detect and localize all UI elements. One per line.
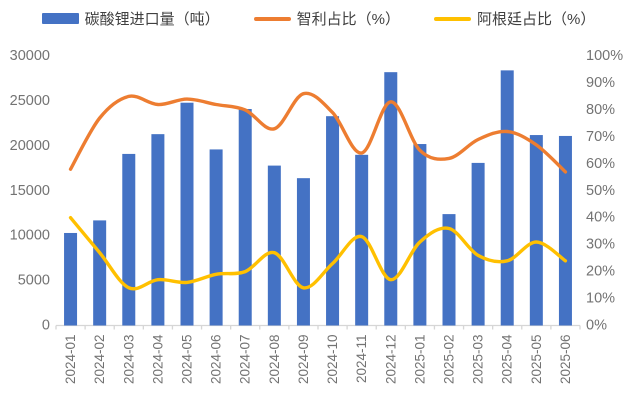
x-axis-category-label: 2025-03: [471, 334, 486, 384]
bar: [238, 109, 252, 326]
x-axis-category-label: 2024-08: [267, 335, 282, 385]
bar: [529, 135, 543, 326]
right-axis-tick-label: 50%: [586, 183, 615, 199]
bar: [384, 72, 398, 326]
bar: [558, 135, 572, 326]
chile-share-line: [68, 91, 568, 174]
legend-line-swatch-icon: [253, 16, 291, 21]
right-axis-tick-label: 100%: [586, 48, 623, 64]
bar: [151, 134, 165, 326]
bar: [355, 154, 369, 326]
left-axis-tick-label: 30000: [10, 48, 50, 64]
x-axis-category-label: 2024-03: [121, 335, 136, 385]
legend-bar-swatch-icon: [41, 13, 79, 24]
legend-label-imports: 碳酸锂进口量（吨）: [84, 11, 220, 28]
legend-label-argentina: 阿根廷占比（%）: [477, 11, 596, 28]
right-axis-tick-label: 20%: [586, 264, 615, 280]
x-axis-category-label: 2024-10: [325, 335, 340, 385]
right-axis-tick-label: 70%: [586, 129, 615, 145]
combo-chart: 0 5000 10000 15000 20000 25000 30000 0% 10% 20% 30…: [10, 48, 624, 385]
left-axis-tick-label: 20000: [10, 138, 50, 154]
right-axis-tick-label: 90%: [586, 75, 615, 91]
bar: [296, 178, 310, 326]
bar: [209, 149, 223, 326]
x-axis-category-label: 2025-04: [500, 334, 515, 384]
x-axis-category-label: 2024-09: [296, 335, 311, 385]
x-axis-category-label: 2025-01: [412, 335, 427, 385]
bar: [413, 144, 427, 326]
x-axis-category-label: 2025-06: [558, 335, 573, 385]
left-axis-tick-label: 0: [42, 318, 50, 334]
bar: [442, 214, 456, 326]
x-axis-category-label: 2025-02: [442, 335, 457, 385]
bar: [500, 70, 514, 326]
x-axis-category-label: 2025-05: [529, 335, 544, 385]
bar: [180, 102, 194, 326]
left-axis-tick-label: 10000: [10, 228, 50, 244]
right-axis-tick-label: 80%: [586, 102, 615, 118]
bar: [93, 220, 107, 326]
x-axis-category-label: 2024-11: [354, 335, 369, 384]
x-axis-category-label: 2024-05: [180, 335, 195, 385]
bar: [471, 162, 485, 326]
x-axis-category-label: 2024-01: [63, 335, 78, 385]
right-axis-tick-label: 10%: [586, 291, 615, 307]
x-axis-category-label: 2024-06: [209, 335, 224, 385]
x-axis-category-label: 2024-04: [150, 334, 165, 384]
x-axis-category-label: 2024-12: [383, 335, 398, 385]
argentina-share-line: [68, 216, 568, 291]
legend-item-argentina: 阿根廷占比（%）: [434, 8, 595, 29]
right-axis-tick-label: 60%: [586, 156, 615, 172]
left-axis-tick-label: 15000: [10, 183, 50, 199]
chart-legend: 碳酸锂进口量（吨） 智利占比（%） 阿根廷占比（%）: [0, 8, 637, 29]
legend-item-chile: 智利占比（%）: [253, 8, 400, 29]
right-axis-tick-label: 40%: [586, 210, 615, 226]
legend-line-swatch-icon: [434, 16, 471, 21]
x-axis-category-label: 2024-07: [238, 335, 253, 385]
bar: [267, 165, 281, 326]
legend-label-chile: 智利占比（%）: [296, 11, 400, 28]
bar: [64, 232, 78, 326]
bar: [326, 116, 340, 326]
left-axis-tick-label: 5000: [18, 273, 50, 289]
x-axis-category-label: 2024-02: [92, 335, 107, 385]
bar: [122, 153, 136, 326]
legend-item-imports: 碳酸锂进口量（吨）: [41, 8, 220, 29]
left-axis-tick-label: 25000: [10, 93, 50, 109]
right-axis-tick-label: 0%: [586, 318, 607, 334]
right-axis-tick-label: 30%: [586, 237, 615, 253]
